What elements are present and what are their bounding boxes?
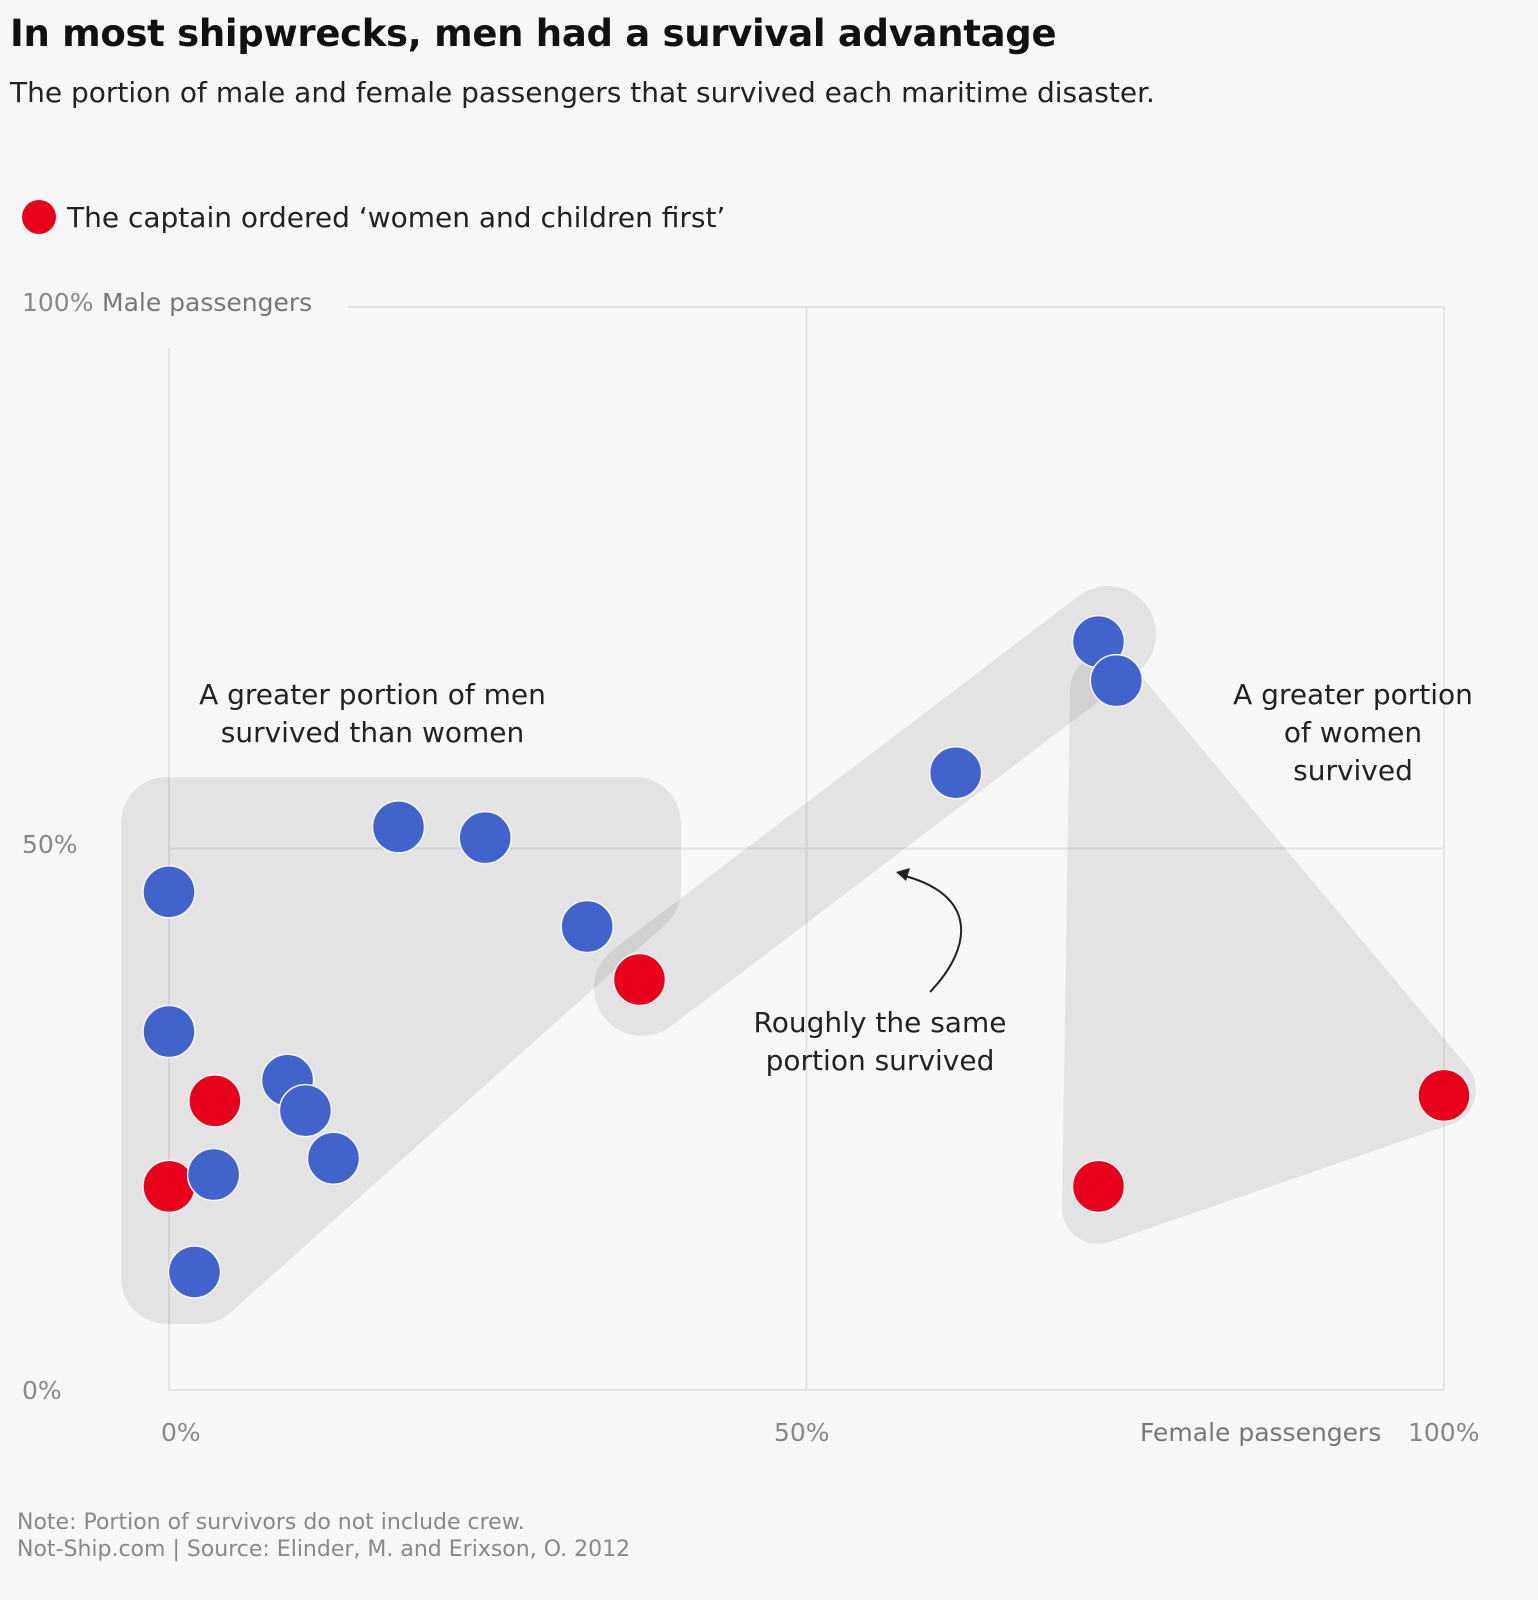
data-point <box>278 1083 333 1138</box>
annotation-line: survived than women <box>220 716 525 749</box>
x-tick-0: 0% <box>161 1418 201 1447</box>
y-tick-50: 50% <box>22 830 78 859</box>
y-tick-0: 0% <box>22 1376 62 1405</box>
data-point-women-children-first <box>612 952 667 1007</box>
data-point <box>142 865 196 919</box>
data-point-women-children-first <box>1417 1068 1471 1123</box>
annotation-women: A greater portion of women survived <box>1223 676 1483 790</box>
x-axis-label: Female passengers <box>1140 1418 1382 1447</box>
legend: The captain ordered ‘women and children … <box>22 200 725 234</box>
region-women-advantage <box>1062 654 1476 1244</box>
annotation-arrow <box>904 875 963 993</box>
data-point-women-children-first <box>188 1074 242 1128</box>
annotation-line: A greater portion of men <box>199 678 546 711</box>
footer-source: Not-Ship.com | Source: Elinder, M. and E… <box>17 1537 631 1562</box>
annotation-line: Roughly the same <box>753 1006 1007 1039</box>
data-point-women-children-first <box>142 1159 196 1214</box>
annotation-line: portion survived <box>765 1044 995 1077</box>
annotation-same: Roughly the same portion survived <box>730 1004 1030 1080</box>
annotation-line: A greater portion <box>1233 678 1473 711</box>
data-point <box>142 1004 196 1059</box>
annotation-line: of women <box>1283 716 1423 749</box>
data-point <box>167 1245 222 1299</box>
data-point <box>186 1147 241 1202</box>
chart-title: In most shipwrecks, men had a survival a… <box>10 12 1057 55</box>
region-roughly-same <box>594 586 1156 1036</box>
x-tick-50: 50% <box>774 1418 830 1447</box>
annotation-men: A greater portion of men survived than w… <box>180 676 565 752</box>
data-point <box>928 745 983 800</box>
arrow-head-icon <box>896 868 910 881</box>
y-tick-100: 100% <box>22 288 94 317</box>
data-point <box>1089 653 1144 708</box>
legend-label: The captain ordered ‘women and children … <box>67 200 726 234</box>
data-point <box>371 800 426 854</box>
data-point <box>560 899 614 954</box>
data-point <box>458 810 512 865</box>
x-tick-100: 100% <box>1408 1418 1480 1447</box>
y-axis-label: Male passengers <box>102 288 313 317</box>
legend-swatch <box>22 200 56 234</box>
footer-note: Note: Portion of survivors do not includ… <box>17 1510 525 1535</box>
data-point-women-children-first <box>1071 1159 1126 1214</box>
chart-subtitle: The portion of male and female passenger… <box>10 76 1155 109</box>
annotation-line: survived <box>1293 754 1413 787</box>
data-point <box>306 1131 361 1185</box>
region-men-advantage <box>121 777 681 1324</box>
